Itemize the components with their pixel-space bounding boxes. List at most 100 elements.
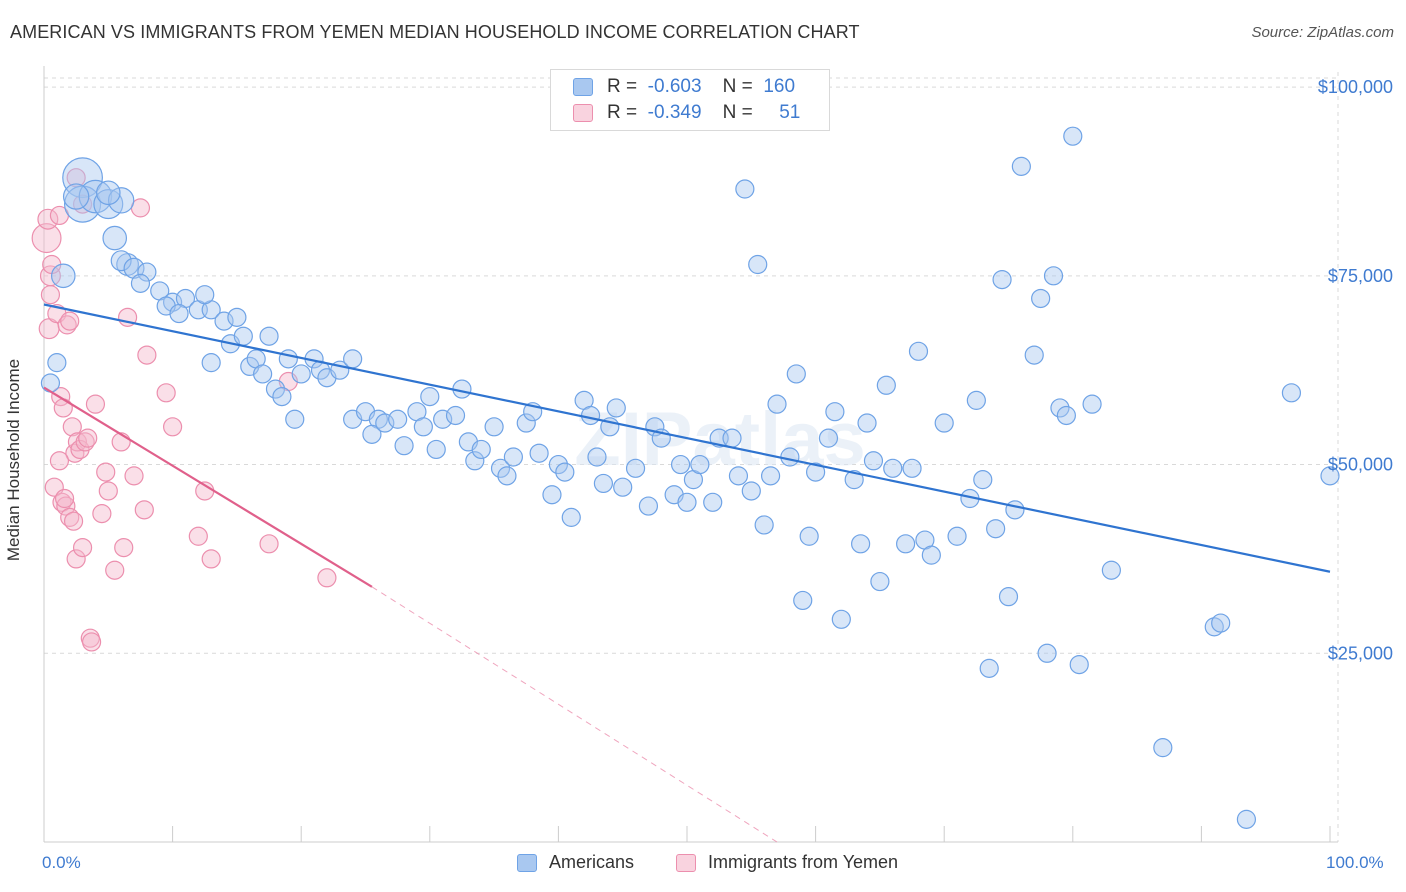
legend: R = -0.603 N = 160 R = -0.349 N = 51 [550, 69, 830, 131]
data-point [561, 507, 581, 527]
data-point [49, 451, 70, 471]
data-point [67, 432, 88, 452]
data-point [857, 413, 877, 433]
bottom-legend-label-yemen: Immigrants from Yemen [708, 852, 899, 872]
x-tick-label-max: 100.0% [1326, 853, 1384, 872]
legend-r-label: R = [607, 102, 638, 123]
data-point [60, 507, 80, 527]
data-point [555, 462, 575, 482]
data-point [638, 496, 659, 516]
data-point [253, 364, 273, 384]
data-point [934, 413, 954, 433]
data-point [1031, 288, 1051, 309]
data-point [37, 208, 59, 230]
data-point [47, 353, 67, 373]
data-point [786, 364, 806, 384]
bottom-legend: Americans Immigrants from Yemen [0, 852, 1406, 878]
data-point [670, 454, 691, 475]
data-point [1056, 405, 1076, 426]
data-point [259, 326, 279, 346]
data-point [1024, 345, 1044, 365]
data-point [214, 311, 234, 331]
data-point [31, 223, 62, 254]
data-point [78, 428, 98, 448]
data-point [54, 488, 75, 509]
legend-row-yemen: R = -0.349 N = 51 [573, 102, 800, 124]
data-point [851, 534, 871, 554]
data-point [426, 439, 446, 460]
data-point [735, 179, 755, 199]
data-point [40, 285, 61, 305]
bottom-legend-americans: Americans [517, 852, 634, 873]
data-point [741, 481, 761, 501]
y-tick-label: $25,000 [1328, 643, 1393, 663]
data-point [728, 466, 749, 486]
bottom-legend-yemen: Immigrants from Yemen [676, 852, 898, 873]
source-label: Source: ZipAtlas.com [1251, 24, 1394, 41]
data-point [110, 250, 132, 272]
data-point [123, 257, 145, 279]
data-point [62, 417, 82, 437]
data-point [445, 405, 466, 426]
data-point [825, 402, 845, 422]
data-point [690, 454, 710, 475]
trend-lines [43, 303, 1331, 843]
data-point [105, 560, 125, 580]
bottom-legend-swatch-yemen [676, 853, 696, 872]
data-point [1043, 266, 1064, 286]
data-point [1050, 398, 1070, 418]
y-tick-label: $75,000 [1328, 266, 1393, 286]
x-tick-label-min: 0.0% [42, 853, 81, 872]
data-point [81, 632, 102, 652]
watermark: ZIPatlas [574, 397, 865, 482]
data-point [1101, 560, 1121, 580]
data-point [703, 492, 723, 512]
data-point [1082, 394, 1102, 414]
data-point [593, 473, 614, 494]
data-point [876, 375, 896, 395]
trend-line-yemen [43, 386, 373, 588]
data-point [844, 470, 864, 490]
data-point [883, 458, 903, 478]
data-point [625, 458, 646, 478]
data-point [420, 387, 440, 407]
chart-title: AMERICAN VS IMMIGRANTS FROM YEMEN MEDIAN… [10, 22, 860, 42]
data-point [72, 537, 93, 558]
legend-row-americans: R = -0.603 N = 160 [573, 76, 795, 98]
data-point [1069, 654, 1089, 675]
data-point [233, 326, 253, 346]
data-point [195, 285, 215, 305]
data-point [973, 470, 993, 490]
data-point [317, 568, 337, 588]
bottom-legend-swatch-americans [517, 853, 537, 872]
legend-swatch-yemen [573, 104, 593, 122]
legend-r-value: -0.349 [647, 102, 702, 123]
data-point [613, 477, 633, 497]
data-point [362, 424, 382, 444]
data-point [979, 658, 999, 678]
data-point [137, 262, 157, 282]
data-point [754, 515, 774, 535]
data-point [62, 157, 103, 199]
data-point [902, 458, 922, 478]
data-point [677, 492, 697, 512]
data-point [259, 534, 279, 554]
data-point [587, 447, 607, 467]
data-point [1005, 500, 1025, 520]
bottom-legend-label-americans: Americans [549, 852, 635, 872]
data-point [1211, 613, 1231, 633]
data-point [805, 462, 826, 482]
data-point [413, 417, 433, 437]
trend-line-yemen-extension [371, 586, 778, 843]
data-point [908, 341, 929, 361]
data-point [137, 345, 157, 365]
data-point [285, 409, 305, 429]
data-point [606, 398, 626, 418]
y-tick-label: $50,000 [1328, 455, 1393, 475]
data-point [998, 587, 1019, 607]
data-point [163, 417, 183, 437]
data-point [863, 451, 884, 471]
trend-line-americans [43, 303, 1331, 573]
data-point [278, 349, 298, 369]
data-point [272, 387, 292, 407]
